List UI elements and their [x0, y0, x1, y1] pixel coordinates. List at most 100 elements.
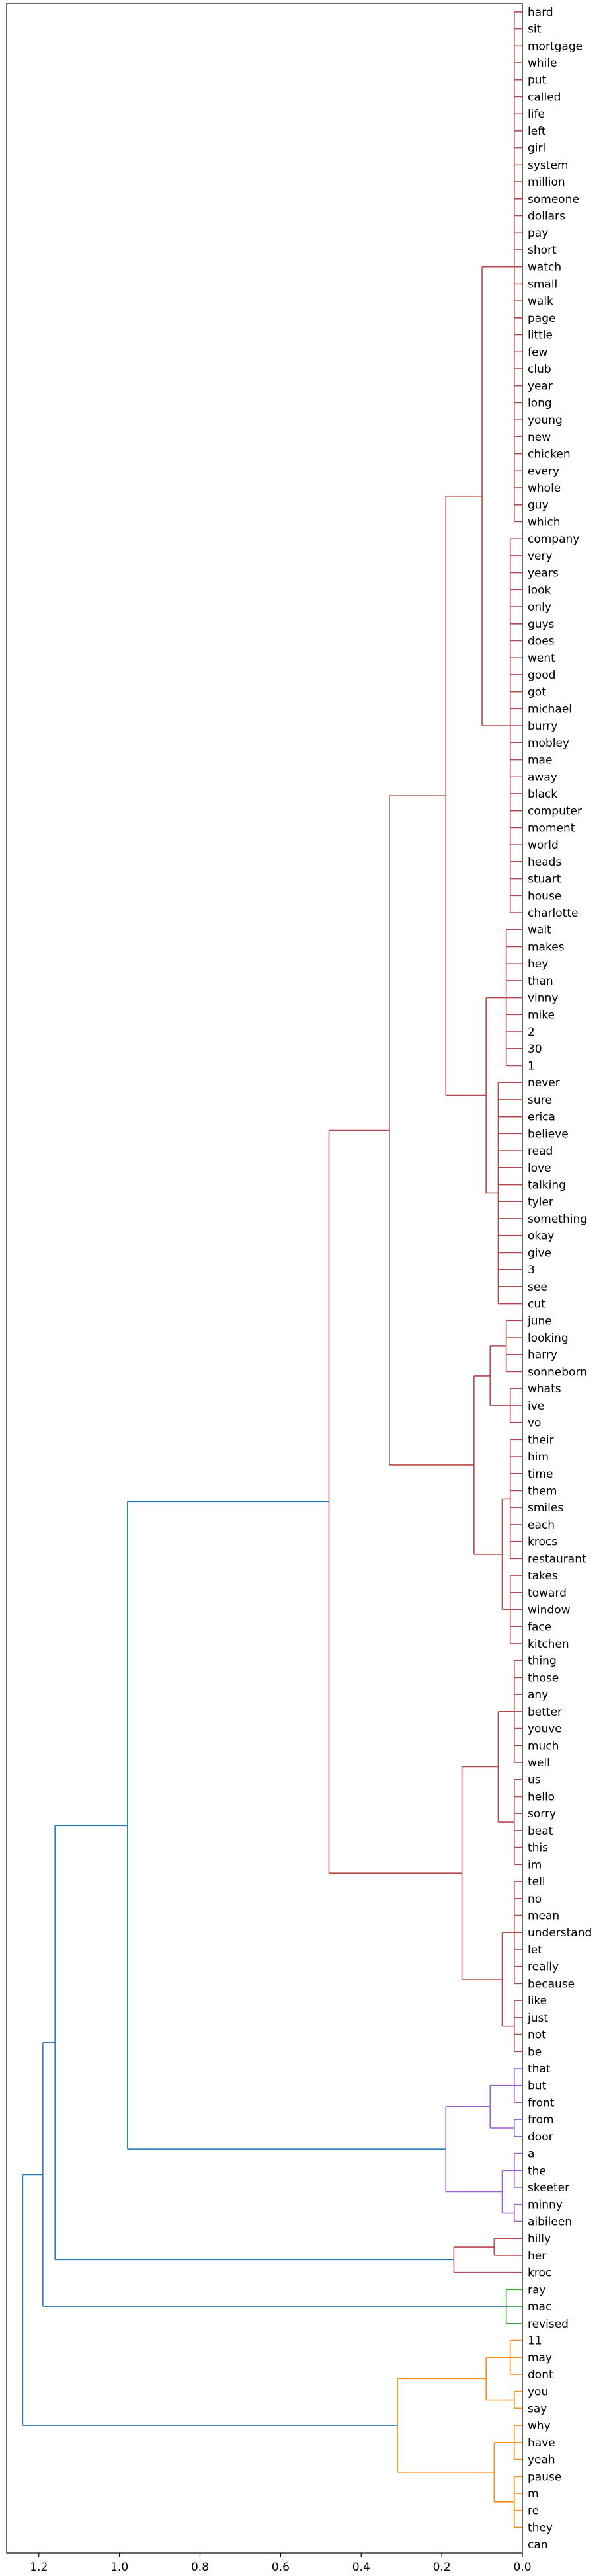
- leaf-label: have: [528, 2437, 555, 2450]
- leaf-label: tyler: [528, 1195, 553, 1209]
- leaf-label: not: [528, 2029, 546, 2042]
- leaf-label: whats: [528, 1383, 561, 1396]
- leaf-label: just: [527, 2012, 548, 2025]
- leaf-label: say: [528, 2402, 547, 2415]
- leaf-label: never: [528, 1077, 560, 1090]
- leaf-label: well: [528, 1757, 550, 1770]
- leaf-label: see: [528, 1281, 547, 1294]
- leaf-label: young: [528, 414, 563, 427]
- leaf-label: im: [528, 1858, 542, 1872]
- leaf-label: dont: [528, 2368, 553, 2382]
- leaf-label: face: [528, 1620, 551, 1634]
- leaf-label: girl: [528, 142, 545, 155]
- leaf-label: page: [528, 312, 555, 325]
- leaf-label: year: [528, 380, 553, 393]
- leaf-label: very: [528, 550, 553, 563]
- leaf-label: re: [528, 2505, 539, 2518]
- leaf-label: club: [528, 363, 551, 376]
- dendrogram-links: [22, 11, 522, 2528]
- leaf-label: sit: [528, 23, 542, 36]
- leaf-label: years: [528, 567, 559, 580]
- leaf-label: heads: [528, 856, 561, 869]
- leaf-label: let: [528, 1944, 542, 1957]
- leaf-label: him: [528, 1451, 549, 1464]
- leaf-label: yeah: [528, 2454, 555, 2467]
- leaf-label: hard: [528, 6, 553, 19]
- x-tick-label: 0.6: [272, 2561, 290, 2574]
- leaf-label: much: [528, 1739, 559, 1753]
- leaf-label: mae: [528, 754, 552, 767]
- leaf-label: whole: [528, 482, 561, 495]
- leaf-label: kitchen: [528, 1638, 569, 1651]
- leaf-label: charlotte: [528, 907, 578, 920]
- leaf-label: pause: [528, 2470, 561, 2483]
- leaf-label: understand: [528, 1926, 592, 1940]
- leaf-label: give: [528, 1246, 551, 1260]
- leaf-label: really: [528, 1961, 559, 1974]
- leaf-label: look: [528, 584, 551, 597]
- leaf-label: but: [528, 2080, 547, 2093]
- leaf-label: minny: [528, 2199, 563, 2212]
- leaf-label: while: [528, 57, 557, 70]
- leaf-label: something: [528, 1213, 587, 1226]
- leaf-label: 3: [528, 1264, 535, 1277]
- leaf-label: 30: [528, 1043, 542, 1056]
- x-tick-label: 0.2: [433, 2561, 451, 2574]
- leaf-label: thing: [528, 1655, 557, 1668]
- leaf-label: makes: [528, 940, 565, 954]
- leaf-label: vo: [528, 1417, 541, 1430]
- leaf-label: that: [528, 2063, 551, 2076]
- x-tick-label: 1.2: [30, 2561, 48, 2574]
- leaf-label: hilly: [528, 2232, 551, 2246]
- leaf-label: ive: [528, 1400, 544, 1413]
- leaf-label: someone: [528, 193, 579, 206]
- leaf-label: restaurant: [528, 1552, 586, 1566]
- leaf-label: black: [528, 788, 557, 801]
- leaf-label: them: [528, 1485, 557, 1498]
- plot-frame: [6, 3, 523, 2554]
- leaf-label: went: [528, 652, 555, 665]
- leaf-label: aibileen: [528, 2215, 572, 2228]
- x-tick-label: 0.0: [513, 2561, 531, 2574]
- leaf-label: chicken: [528, 448, 571, 461]
- leaf-label: sonneborn: [528, 1365, 587, 1379]
- leaf-label: guys: [528, 618, 555, 631]
- leaf-label: good: [528, 669, 555, 682]
- leaf-label: only: [528, 601, 551, 614]
- leaf-label: no: [528, 1893, 542, 1906]
- leaf-label: revised: [528, 2318, 569, 2331]
- leaf-label: from: [528, 2113, 554, 2127]
- leaf-label: than: [528, 975, 553, 988]
- leaf-label: mean: [528, 1910, 559, 1923]
- leaf-label: 1: [528, 1060, 535, 1073]
- leaf-label: better: [528, 1706, 562, 1719]
- leaf-label: million: [528, 176, 565, 189]
- leaf-label: be: [528, 2045, 542, 2059]
- leaf-label: few: [528, 346, 547, 359]
- leaf-label: krocs: [528, 1536, 557, 1549]
- leaf-label: m: [528, 2487, 539, 2501]
- leaf-label: ray: [528, 2283, 545, 2296]
- leaf-label: house: [528, 890, 561, 903]
- leaf-label: walk: [528, 295, 553, 308]
- leaf-label: why: [528, 2419, 551, 2433]
- leaf-label: sorry: [528, 1807, 556, 1821]
- leaf-label: 2: [528, 1026, 535, 1039]
- leaf-label: window: [528, 1604, 571, 1617]
- leaf-label: mike: [528, 1008, 555, 1022]
- leaf-label: world: [528, 839, 559, 852]
- leaf-label: which: [528, 515, 561, 529]
- x-tick-label: 0.8: [191, 2561, 209, 2574]
- x-tick-label: 1.0: [110, 2561, 128, 2574]
- leaf-label: cut: [528, 1298, 545, 1311]
- leaf-label: moment: [528, 821, 575, 835]
- leaf-labels: hard sit mortgage while put called life left gir…: [527, 6, 592, 2552]
- leaf-label: kroc: [528, 2267, 551, 2280]
- leaf-label: a: [528, 2148, 534, 2161]
- leaf-label: any: [528, 1688, 548, 1702]
- leaf-label: because: [528, 1977, 575, 1990]
- leaf-label: mac: [528, 2300, 551, 2314]
- leaf-label: long: [528, 397, 552, 410]
- leaf-label: wait: [528, 924, 551, 937]
